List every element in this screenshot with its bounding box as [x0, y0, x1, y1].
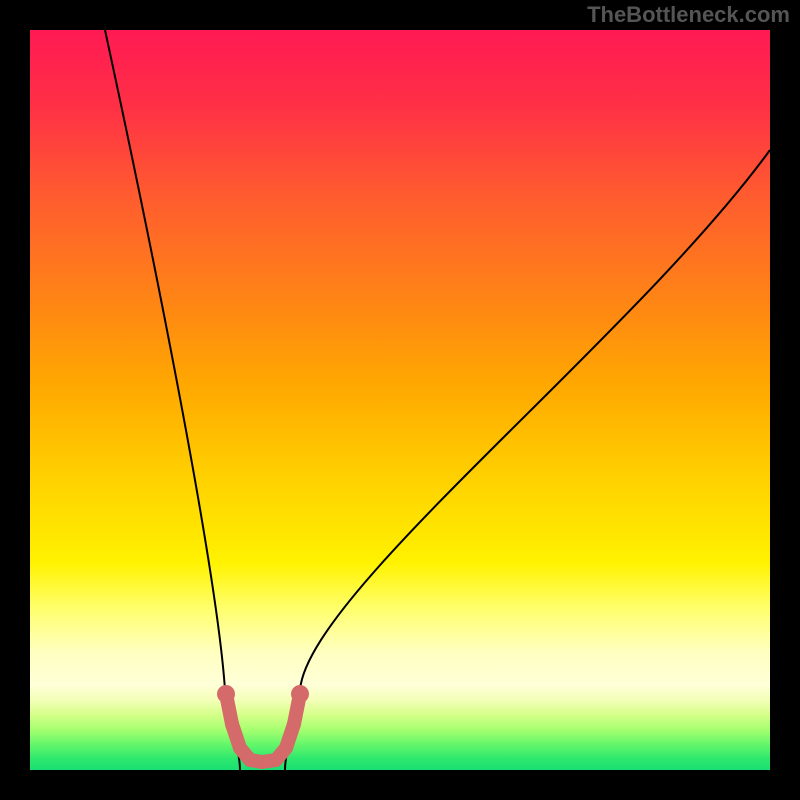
plot-background: [30, 30, 770, 770]
watermark: TheBottleneck.com: [587, 2, 790, 28]
chart-svg: [0, 0, 800, 800]
chart-frame: TheBottleneck.com: [0, 0, 800, 800]
